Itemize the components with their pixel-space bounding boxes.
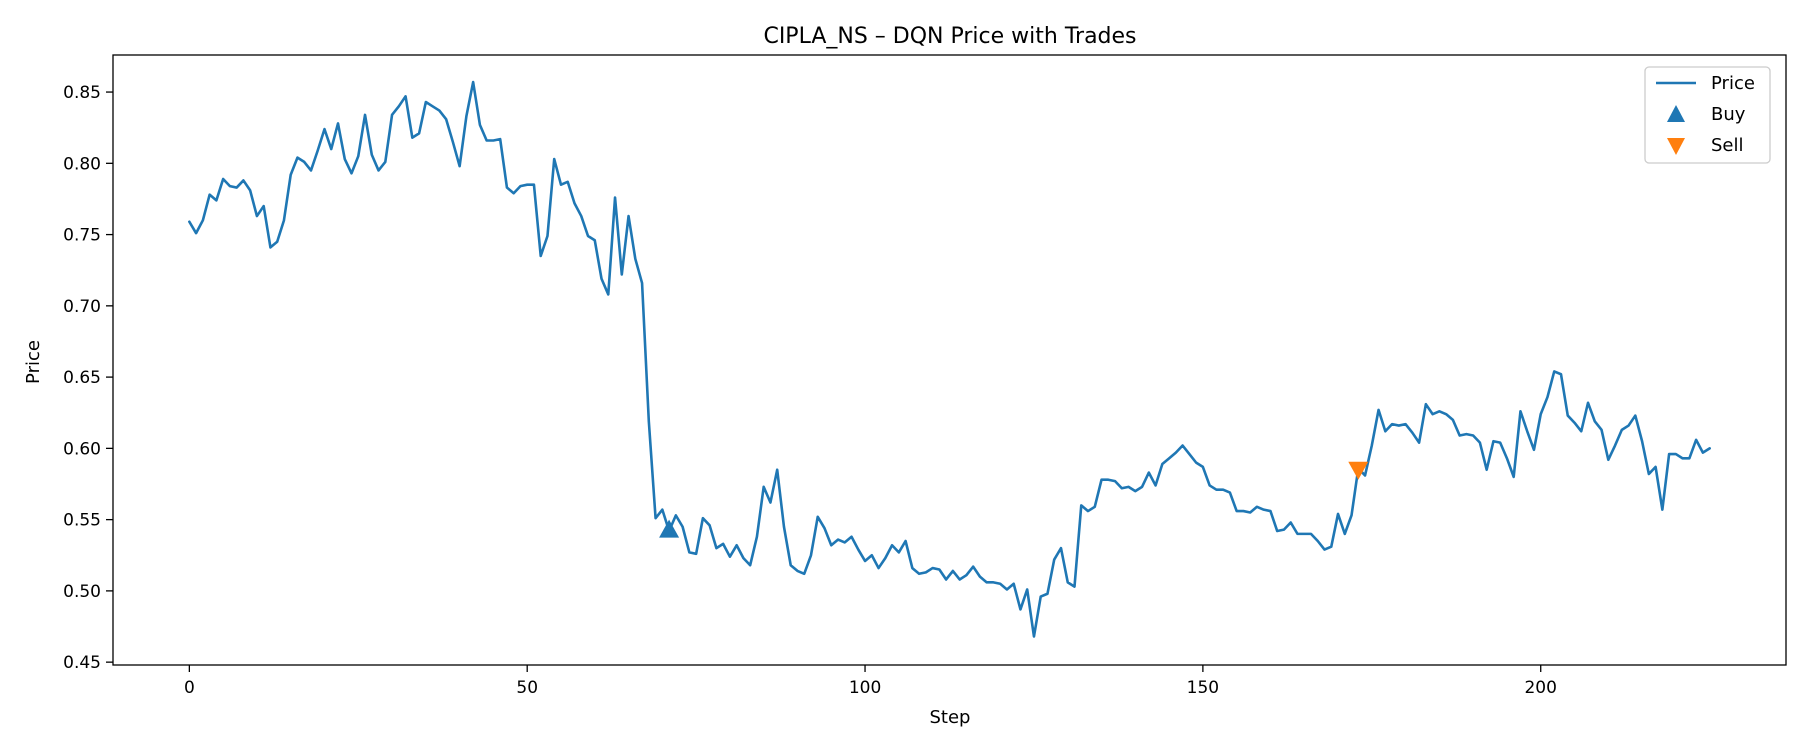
y-tick-label: 0.45 (63, 653, 101, 673)
y-axis-label: Price (23, 340, 44, 384)
x-tick-label: 0 (184, 678, 195, 698)
legend-buy-label: Buy (1711, 104, 1746, 125)
x-axis-ticks: 0 50 100 150 200 (184, 665, 1557, 698)
price-series-line (188, 80, 1711, 638)
y-tick-label: 0.75 (63, 226, 101, 246)
plot-area: 0 50 100 150 200 0.45 0.50 0.55 0.60 0.65 0.70 0.7… (63, 54, 1787, 698)
y-tick-label: 0.85 (63, 83, 101, 103)
y-tick-label: 0.55 (63, 511, 101, 531)
legend-price-label: Price (1711, 73, 1755, 94)
x-tick-label: 200 (1524, 678, 1556, 698)
y-tick-label: 0.60 (63, 439, 101, 459)
y-tick-label: 0.70 (63, 297, 101, 317)
trade-markers (659, 461, 1369, 538)
y-tick-label: 0.65 (63, 368, 101, 388)
chart-title: CIPLA_NS – DQN Price with Trades (763, 24, 1136, 49)
legend: Price Buy Sell (1644, 66, 1771, 164)
y-tick-label: 0.80 (63, 154, 101, 174)
axes-frame (112, 54, 1787, 666)
x-axis-label: Step (930, 707, 971, 728)
y-tick-label: 0.50 (63, 582, 101, 602)
x-tick-label: 50 (516, 678, 538, 698)
legend-sell-label: Sell (1711, 135, 1744, 156)
legend-buy-swatch (1667, 105, 1685, 122)
x-tick-label: 100 (849, 678, 881, 698)
legend-sell-swatch (1667, 138, 1685, 155)
buy-marker (659, 519, 680, 538)
sell-marker (1348, 461, 1369, 480)
y-axis-ticks: 0.45 0.50 0.55 0.60 0.65 0.70 0.75 0.80 0.85 (63, 83, 113, 673)
x-tick-label: 150 (1187, 678, 1219, 698)
